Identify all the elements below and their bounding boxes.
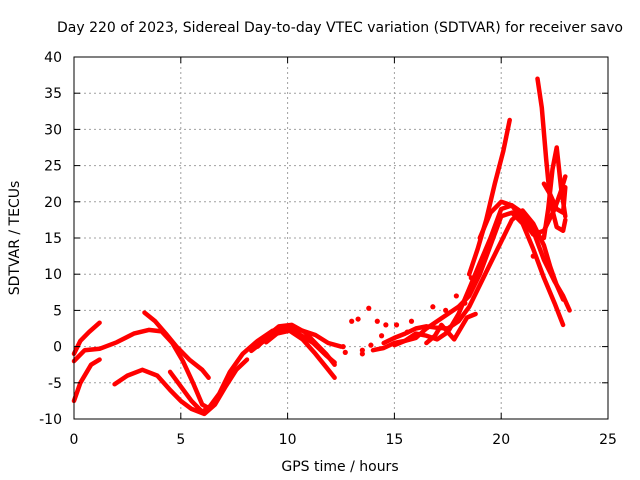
- data-point: [355, 316, 361, 322]
- data-point: [430, 304, 436, 310]
- data-point: [340, 344, 346, 350]
- data-point: [342, 349, 348, 355]
- data-point: [404, 329, 410, 335]
- grid: [74, 57, 608, 419]
- series-trace-j: [381, 208, 566, 346]
- y-tick-label: 35: [44, 86, 62, 102]
- data-point: [383, 322, 389, 328]
- data-point: [349, 318, 355, 324]
- series-trace-e: [142, 310, 211, 380]
- data-point: [443, 307, 449, 313]
- data-series: [71, 76, 572, 417]
- series-trace-n: [477, 174, 568, 241]
- y-tick-label: 5: [53, 303, 62, 319]
- y-tick-label: 0: [53, 340, 62, 356]
- data-point: [359, 347, 365, 353]
- series-trace-o: [535, 76, 568, 234]
- data-point: [366, 305, 372, 311]
- data-point: [368, 342, 374, 348]
- y-axis-label: SDTVAR / TECUs: [7, 181, 23, 296]
- series-trace-q: [541, 181, 568, 215]
- y-tick-label: -5: [48, 376, 62, 392]
- data-point: [374, 318, 380, 324]
- data-point: [408, 318, 415, 324]
- y-tick-label: 10: [44, 267, 62, 283]
- data-point: [453, 293, 459, 299]
- x-axis-label: GPS time / hours: [281, 459, 398, 475]
- series-trace-i: [263, 328, 337, 380]
- x-tick-label: 20: [492, 432, 510, 448]
- series-trace-b: [71, 357, 102, 404]
- series-trace-k: [392, 203, 572, 348]
- data-point: [378, 333, 385, 339]
- y-tick-label: 25: [44, 159, 62, 175]
- x-tick-label: 0: [70, 432, 79, 448]
- data-point: [468, 275, 474, 281]
- y-tick-label: 30: [44, 122, 62, 138]
- x-tick-label: 15: [385, 432, 403, 448]
- series-trace-l: [370, 210, 566, 353]
- x-tick-label: 5: [176, 432, 185, 448]
- series-trace-m: [466, 117, 512, 277]
- y-tick-label: -10: [39, 412, 62, 428]
- chart-title: Day 220 of 2023, Sidereal Day-to-day VTE…: [57, 20, 623, 36]
- series-trace-r: [424, 311, 478, 346]
- axis-ticks: 0 5 10 15 20 25 -10 -5 0 5 10 15 20 25 30 35 40: [39, 50, 617, 448]
- series-trace-d: [112, 357, 250, 417]
- y-tick-label: 20: [44, 195, 62, 211]
- x-tick-label: 25: [599, 432, 617, 448]
- data-point: [393, 322, 400, 328]
- data-point: [462, 300, 468, 306]
- data-point: [359, 351, 365, 357]
- x-tick-label: 10: [279, 432, 297, 448]
- data-point: [530, 253, 536, 259]
- series-trace-p: [541, 145, 568, 241]
- y-tick-label: 40: [44, 50, 62, 66]
- series-trace-f: [167, 369, 216, 415]
- series-trace-a: [71, 326, 337, 411]
- y-tick-label: 15: [44, 231, 62, 247]
- series-trace-c: [71, 320, 102, 357]
- series-trace-h: [255, 322, 337, 367]
